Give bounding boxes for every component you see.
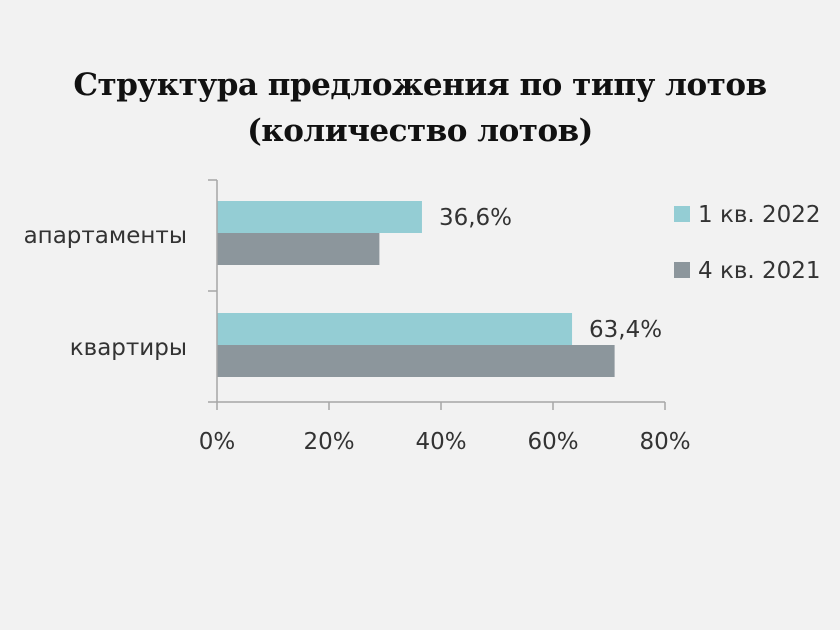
bar-1-1 [217,201,422,233]
data-label-1-1: 36,6% [439,205,512,231]
category-label-1: апартаменты [24,223,187,249]
category-label-2: квартиры [70,335,187,361]
data-label-1-2: 63,4% [589,317,662,343]
x-tick-label-5: 80% [639,429,690,455]
x-tick-label-1: 0% [199,429,236,455]
legend-swatch-2 [674,262,690,278]
chart-title: Структура предложения по типу лотов (кол… [0,62,840,154]
legend-label-2: 4 кв. 2021 [698,258,821,284]
bar-1-2 [217,313,573,345]
legend-swatch-1 [674,206,690,222]
x-tick-label-4: 60% [527,429,578,455]
x-tick-label-2: 20% [303,429,354,455]
chart-title-line-2: (количество лотов) [247,113,593,149]
legend-label-1: 1 кв. 2022 [698,202,821,228]
bar-2-1 [217,233,380,265]
x-tick-label-3: 40% [415,429,466,455]
chart-title-line-1: Структура предложения по типу лотов [73,67,767,103]
bar-2-2 [217,345,615,377]
